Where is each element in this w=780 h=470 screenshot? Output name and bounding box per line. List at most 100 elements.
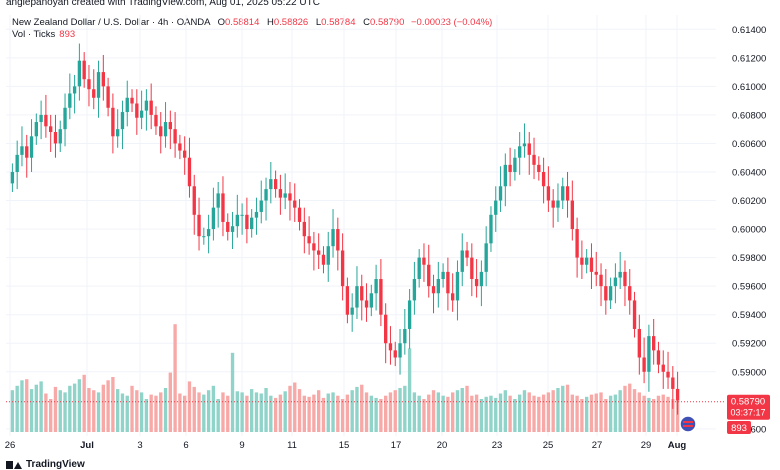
volume-bar (594, 393, 598, 432)
volume-bar (513, 399, 517, 432)
volume-bar (384, 395, 388, 432)
candle-body (594, 271, 598, 275)
low-value: 0.58784 (321, 17, 356, 28)
candle-body (183, 150, 187, 158)
candle-body (72, 86, 77, 94)
candle-body (427, 264, 431, 287)
y-tick-label: 0.61000 (732, 82, 766, 93)
x-tick-label: 9 (239, 440, 244, 451)
volume-bar (34, 384, 38, 432)
volume-bar (561, 385, 565, 432)
volume-bar (446, 396, 450, 432)
candle-body (101, 72, 105, 87)
candle-body (34, 122, 38, 137)
candle-body (29, 136, 34, 158)
candle-body (451, 293, 455, 301)
volume-bar (163, 388, 168, 432)
brand-name: TradingView (26, 459, 85, 470)
candle-body (570, 200, 574, 230)
candle-body (551, 200, 555, 208)
x-tick-label: 20 (437, 440, 448, 451)
volume-bar (369, 395, 373, 432)
candle-body (604, 286, 608, 301)
x-tick-label: 17 (391, 440, 402, 451)
volume-bar (546, 392, 551, 432)
candle-body (259, 200, 263, 212)
y-tick-label: 0.60000 (732, 225, 766, 236)
volume-bar (197, 392, 201, 432)
volume-bar (675, 400, 680, 432)
candle-body (96, 72, 101, 98)
candle-body (431, 286, 436, 294)
volume-bar (537, 396, 541, 432)
volume-bar (642, 395, 646, 432)
volume-bar (259, 393, 263, 432)
volume-bar (278, 394, 283, 432)
candle-body (135, 103, 139, 118)
volume-bar (63, 392, 67, 432)
x-tick-label: Aug (668, 440, 687, 451)
candle-body (417, 257, 421, 280)
candle-body (297, 207, 302, 222)
volume-bar (671, 399, 675, 432)
candle-body (441, 271, 445, 280)
volume-bar (628, 383, 632, 432)
symbol-name: New Zealand Dollar / U.S. Dollar · 4h · … (12, 17, 210, 28)
x-tick-label: 25 (543, 440, 554, 451)
volume-bar (652, 399, 656, 432)
candle-body (226, 221, 230, 232)
candle-body (350, 307, 354, 315)
volume-bar (187, 381, 192, 432)
volume-bar (608, 395, 613, 432)
volume-bar (130, 385, 134, 432)
candle-body (532, 154, 536, 165)
us-flag-icon-stripe (683, 425, 693, 427)
candle-body (149, 100, 153, 115)
candle-body (398, 343, 402, 358)
volume-bar (307, 396, 311, 432)
volume-bar (302, 395, 306, 432)
volume-bar (10, 390, 15, 432)
x-tick-label: 27 (592, 440, 603, 451)
volume-bar (379, 399, 383, 432)
candle-body (307, 236, 311, 244)
last-price-badge (727, 394, 770, 420)
volume-bar (393, 390, 397, 432)
volume-bar (479, 399, 484, 432)
volume-bar (15, 385, 19, 432)
volume-bar (618, 390, 622, 432)
volume-bar (422, 399, 426, 432)
volume-bar (178, 393, 182, 432)
candle-body (39, 114, 43, 123)
candle-body (197, 214, 201, 237)
candle-body (656, 350, 661, 365)
candle-body (474, 279, 479, 287)
candle-body (613, 277, 618, 287)
volume-bar (206, 390, 211, 432)
candle-body (340, 250, 345, 287)
volume-bar (417, 395, 421, 432)
candle-body (216, 193, 220, 208)
volume-bar (460, 388, 464, 432)
candle-body (518, 146, 522, 158)
volume-bar (297, 389, 302, 432)
volume-bar (455, 390, 460, 432)
low-label: L (315, 17, 322, 28)
candle-body (527, 143, 531, 155)
volume-bar (570, 394, 574, 432)
candle-body (388, 343, 393, 351)
candle-body (130, 97, 134, 104)
volume-bar (125, 395, 129, 432)
volume-value: 893 (59, 29, 76, 40)
volume-bar (116, 389, 120, 432)
volume-bar (58, 390, 62, 432)
x-tick-label: 3 (137, 440, 142, 451)
volume-bar (106, 380, 110, 432)
candle-body (556, 200, 560, 208)
volume-bar (25, 379, 29, 432)
candle-body (403, 328, 407, 344)
candle-body (178, 143, 182, 151)
candle-body (508, 164, 512, 172)
y-tick-label: 0.61400 (732, 25, 766, 36)
